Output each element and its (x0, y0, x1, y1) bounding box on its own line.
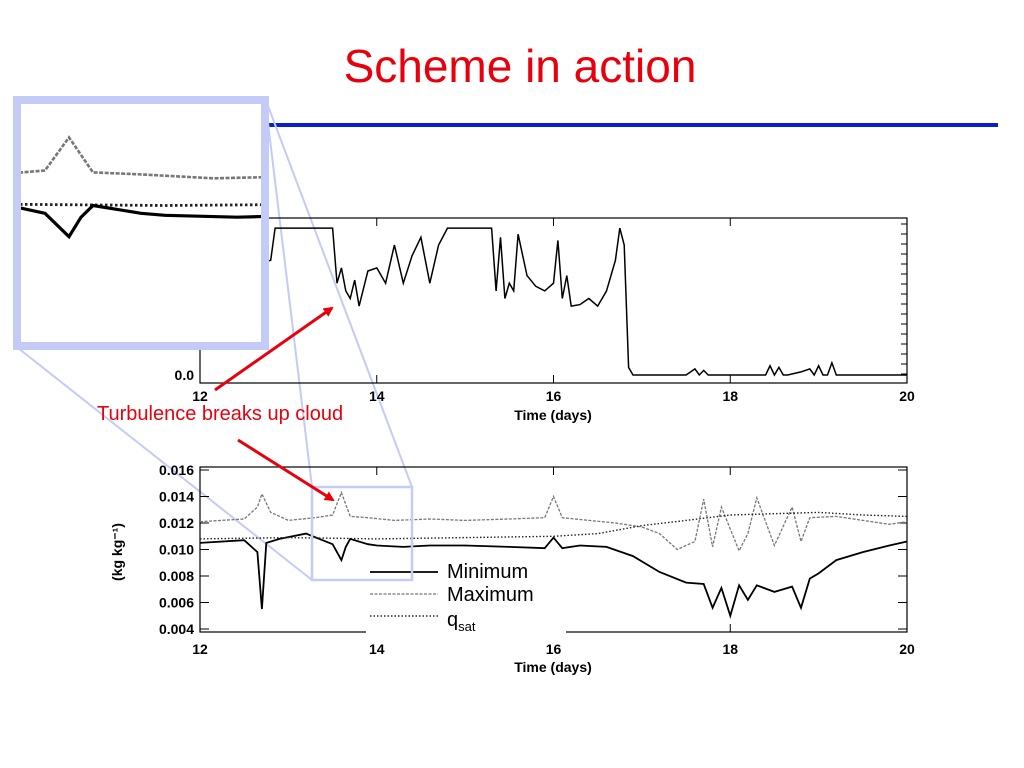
top-x-tick-label: 16 (546, 388, 562, 404)
top-y-tick-label: 0.0 (175, 367, 195, 383)
bottom-x-tick-labels: 12 14 16 18 20 (192, 641, 915, 657)
slide-title: Scheme in action (343, 40, 697, 92)
series-minimum-line (199, 532, 908, 619)
series-maximum-line (199, 490, 908, 553)
zoom-inset-chart (21, 135, 261, 240)
bottom-x-axis-label: Time (days) (514, 659, 592, 675)
top-x-tick-label: 14 (369, 388, 385, 404)
annotation-label: Turbulence breaks up cloud (97, 403, 344, 425)
top-plot-frame (199, 217, 908, 384)
legend-background (366, 558, 566, 636)
bottom-y-axis-label: (kg kg⁻¹) (109, 523, 125, 581)
title-rule (268, 123, 998, 127)
legend-label-qsat-main: q (447, 609, 458, 631)
bottom-y-tick-label: 0.006 (159, 595, 194, 611)
top-x-tick-label: 20 (899, 388, 915, 404)
bottom-x-tick-label: 14 (369, 641, 385, 657)
inset-minimum-line (21, 203, 261, 240)
bottom-y-tick-label: 0.016 (159, 462, 194, 478)
inset-qsat-line (21, 202, 261, 207)
bottom-x-tick-label: 16 (546, 641, 562, 657)
annotation-arrow-bottom (237, 438, 335, 502)
legend-label-qsat: qsat (447, 609, 476, 634)
series-qsat-line (199, 511, 908, 540)
zoom-guide-bottom (17, 347, 313, 581)
bottom-y-ticks (200, 469, 907, 630)
legend-label-maximum: Maximum (447, 584, 534, 606)
bottom-y-tick-label: 0.008 (159, 568, 194, 584)
zoom-guides (17, 97, 413, 581)
top-series-line (199, 227, 907, 377)
bottom-chart: 12 14 16 18 20 0.004 0.006 0.008 0.010 0.012 0.01… (109, 462, 915, 675)
zoom-guide-top-right (264, 97, 413, 488)
annotation-arrow-top (214, 306, 334, 392)
bottom-y-tick-labels: 0.004 0.006 0.008 0.010 0.012 0.014 0.016 (159, 462, 194, 637)
bottom-x-tick-label: 20 (899, 641, 915, 657)
bottom-y-tick-label: 0.010 (159, 542, 194, 558)
bottom-x-tick-label: 18 (722, 641, 738, 657)
zoom-inset-panel (13, 96, 269, 350)
bottom-y-tick-label: 0.004 (159, 621, 194, 637)
bottom-x-tick-label: 12 (192, 641, 208, 657)
legend-label-minimum: Minimum (447, 561, 528, 583)
top-x-tick-label: 12 (192, 388, 208, 404)
zoom-guide-top-left (264, 97, 313, 488)
zoom-box (310, 485, 414, 582)
legend-label-qsat-subscript: sat (458, 619, 476, 634)
top-x-ticks (199, 218, 908, 383)
top-x-tick-label: 18 (722, 388, 738, 404)
inset-maximum-line (21, 135, 261, 180)
bottom-y-tick-label: 0.014 (159, 489, 194, 505)
bottom-y-tick-label: 0.012 (159, 515, 194, 531)
top-x-tick-labels: 12 14 16 18 20 (192, 388, 915, 404)
bottom-legend: Minimum Maximum qsat (366, 558, 566, 636)
top-chart: 12 14 16 18 20 0.0 Time (days) (175, 217, 915, 423)
top-x-axis-label: Time (days) (514, 407, 592, 423)
